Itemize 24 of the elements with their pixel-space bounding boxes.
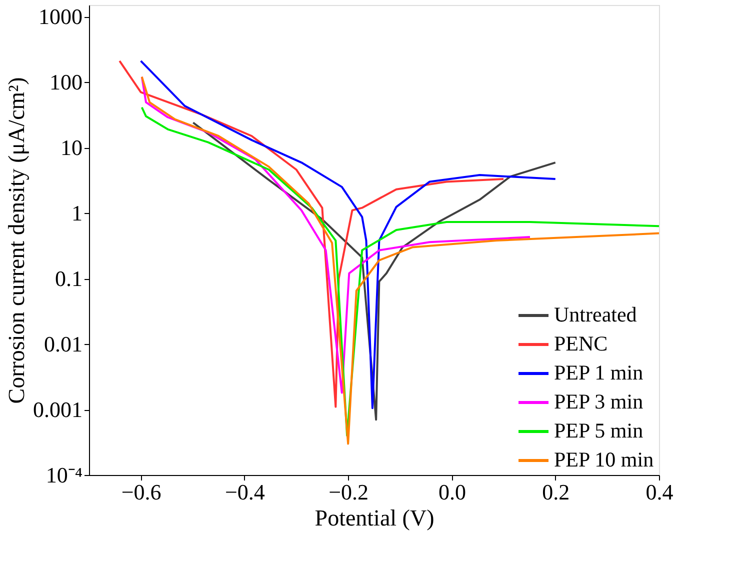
legend-label: PEP 3 min [554, 390, 644, 414]
legend-label: PEP 1 min [554, 360, 644, 384]
y-tick-label: 10 [60, 135, 82, 160]
legend-label: PEP 10 min [554, 448, 654, 472]
line-series [118, 60, 505, 408]
legend-label: PENC [554, 332, 608, 356]
legend-label: Untreated [554, 302, 638, 326]
legend-label: PEP 5 min [554, 418, 644, 442]
x-tick-label: 0.4 [646, 480, 674, 504]
line-series [192, 122, 556, 421]
x-tick-label: 0.0 [438, 480, 466, 504]
y-axis-title: Corrosion current density (μA/cm²) [4, 77, 29, 404]
x-tick-label: −0.6 [121, 480, 162, 504]
y-tick-label: 0.01 [44, 332, 82, 357]
x-axis-title: Potential (V) [314, 506, 434, 530]
y-tick-label: 100 [50, 70, 82, 95]
y-tick-label: 1 [72, 200, 82, 226]
y-tick-label: 1000 [38, 4, 82, 30]
x-tick-label: −0.4 [224, 480, 265, 504]
x-tick-label: 0.2 [542, 480, 570, 504]
y-tick-label: 0.1 [55, 266, 82, 292]
y-tick-label: 0.001 [33, 397, 82, 422]
y-tick-label: 10⁻⁴ [46, 462, 83, 488]
x-tick-label: −0.2 [328, 480, 369, 504]
